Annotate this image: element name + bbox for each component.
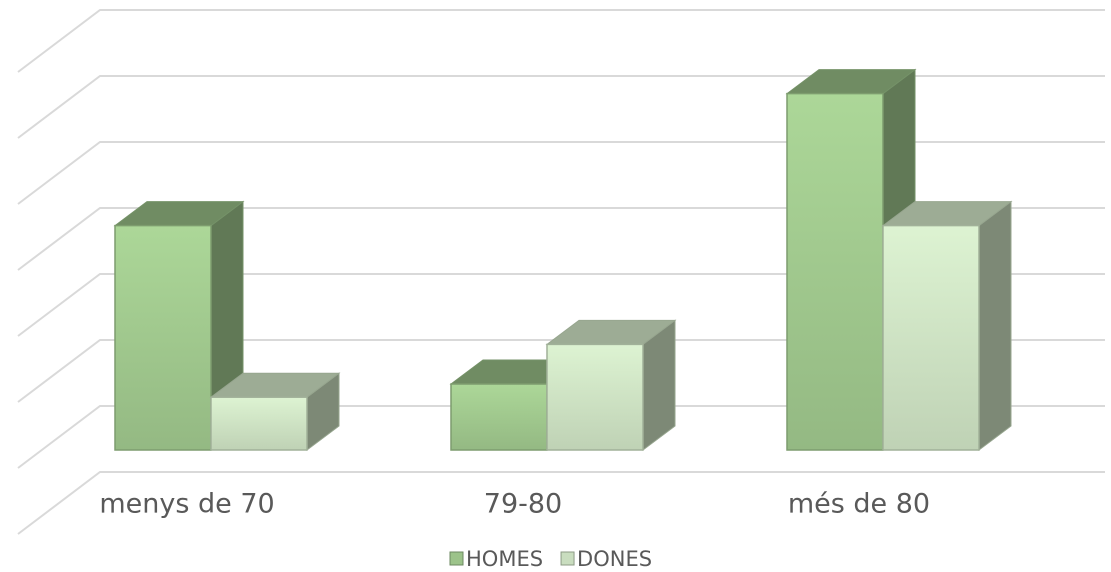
grid-line: [17, 9, 1105, 73]
grid-line: [17, 471, 1105, 535]
bar: [882, 224, 980, 451]
grid-line: [17, 339, 1105, 403]
bar: [210, 396, 308, 451]
legend-swatch: [449, 551, 464, 566]
x-tick-label: més de 80: [788, 489, 930, 520]
legend-label: DONES: [577, 547, 652, 571]
bar: [786, 92, 884, 451]
x-tick-label: 79-80: [484, 489, 562, 520]
grid-line: [17, 273, 1105, 337]
bar: [546, 343, 644, 451]
grid-line: [17, 75, 1105, 139]
grid-line: [17, 141, 1105, 205]
bar: [450, 383, 548, 451]
bar-side: [978, 200, 1012, 451]
legend-label: HOMES: [466, 547, 543, 571]
bar: [114, 224, 212, 451]
legend-swatch: [560, 551, 575, 566]
grid-line: [17, 405, 1105, 469]
x-tick-label: menys de 70: [99, 489, 274, 520]
grid-line: [17, 207, 1105, 271]
